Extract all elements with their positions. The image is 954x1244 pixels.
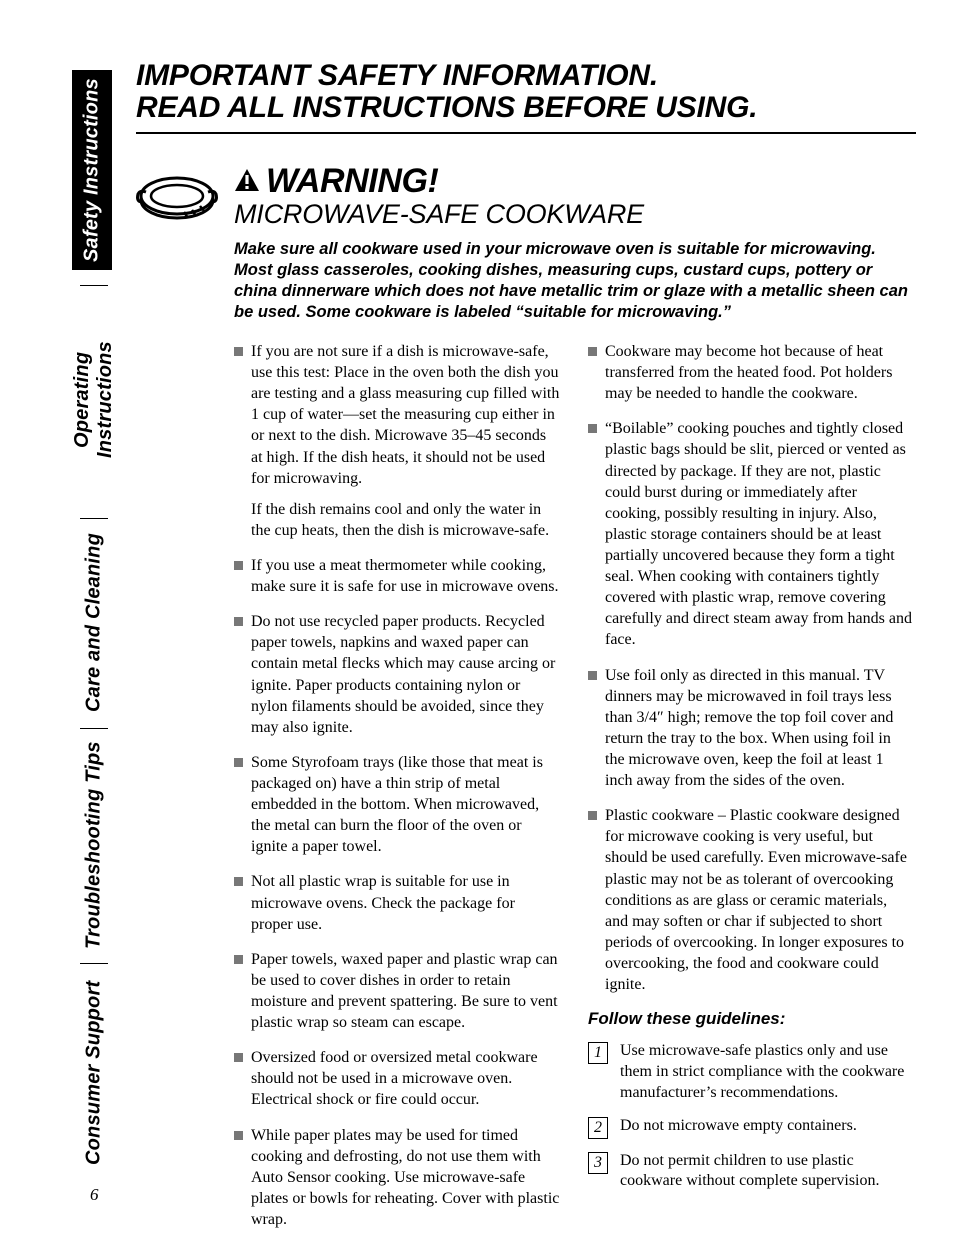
right-column: Cookware may become hot because of heat … [588, 341, 914, 1244]
guideline-number-box: 3 [588, 1152, 608, 1174]
bullet-square-icon [588, 424, 597, 433]
sidebar-divider [80, 728, 108, 729]
bullet-square-icon [588, 671, 597, 680]
guideline-text: Do not permit children to use plastic co… [620, 1151, 914, 1193]
sidebar-divider [80, 285, 108, 286]
bullet-item: “Boilable” cooking pouches and tightly c… [588, 418, 914, 650]
sidebar-item-safety[interactable]: Safety Instructions [72, 70, 112, 270]
bullet-text: If you are not sure if a dish is microwa… [251, 341, 560, 541]
warning-triangle-icon [234, 162, 260, 201]
bullet-square-icon [234, 1131, 243, 1140]
sidebar-item-consumer[interactable]: Consumer Support [76, 975, 112, 1170]
bullet-item: If you use a meat thermometer while cook… [234, 555, 560, 597]
bullet-item: Use foil only as directed in this manual… [588, 665, 914, 792]
page-number: 6 [90, 1185, 99, 1205]
cookware-dish-icon [136, 168, 218, 231]
warning-word-text: WARNING! [266, 162, 438, 201]
bullet-text: Do not use recycled paper products. Recy… [251, 611, 560, 738]
body-columns: If you are not sure if a dish is microwa… [234, 341, 914, 1244]
title-line-1: IMPORTANT SAFETY INFORMATION. [136, 59, 658, 92]
guideline-number-box: 2 [588, 1117, 608, 1139]
bullet-square-icon [234, 347, 243, 356]
bullet-item: Cookware may become hot because of heat … [588, 341, 914, 404]
bullet-square-icon [588, 811, 597, 820]
bullet-text: Some Styrofoam trays (like those that me… [251, 752, 560, 858]
bullet-item: Oversized food or oversized metal cookwa… [234, 1047, 560, 1110]
bullet-text: While paper plates may be used for timed… [251, 1125, 560, 1231]
bullet-item: Paper towels, waxed paper and plastic wr… [234, 949, 560, 1033]
guideline-text: Use microwave-safe plastics only and use… [620, 1041, 914, 1103]
sidebar-nav: Safety Instructions Operating Instruction… [0, 0, 120, 1235]
sidebar-item-care[interactable]: Care and Cleaning [76, 530, 112, 715]
bullet-square-icon [234, 1053, 243, 1062]
bullet-square-icon [234, 617, 243, 626]
warning-heading: WARNING! [234, 162, 916, 201]
bullet-text: “Boilable” cooking pouches and tightly c… [605, 418, 914, 650]
bullet-text: If you use a meat thermometer while cook… [251, 555, 560, 597]
sidebar-divider [80, 518, 108, 519]
guideline-item: 2 Do not microwave empty containers. [588, 1116, 914, 1139]
section-subtitle: MICROWAVE-SAFE COOKWARE [234, 199, 916, 230]
bullet-item: While paper plates may be used for timed… [234, 1125, 560, 1231]
guideline-text: Do not microwave empty containers. [620, 1116, 914, 1139]
intro-paragraph: Make sure all cookware used in your micr… [234, 239, 914, 323]
bullet-square-icon [234, 877, 243, 886]
bullet-text: Oversized food or oversized metal cookwa… [251, 1047, 560, 1110]
warning-header: WARNING! MICROWAVE-SAFE COOKWARE [136, 162, 916, 231]
sidebar-item-troubleshooting[interactable]: Troubleshooting Tips [76, 740, 112, 950]
bullet-text: Paper towels, waxed paper and plastic wr… [251, 949, 560, 1033]
bullet-square-icon [234, 758, 243, 767]
title-line-2: READ ALL INSTRUCTIONS BEFORE USING. [136, 91, 757, 124]
bullet-text: Cookware may become hot because of heat … [605, 341, 914, 404]
guidelines-heading: Follow these guidelines: [588, 1009, 914, 1029]
bullet-item: Some Styrofoam trays (like those that me… [234, 752, 560, 858]
page-title: IMPORTANT SAFETY INFORMATION. READ ALL I… [136, 60, 916, 134]
guideline-item: 3 Do not permit children to use plastic c… [588, 1151, 914, 1193]
bullet-square-icon [588, 347, 597, 356]
bullet-square-icon [234, 955, 243, 964]
guideline-item: 1 Use microwave-safe plastics only and us… [588, 1041, 914, 1103]
left-column: If you are not sure if a dish is microwa… [234, 341, 560, 1244]
guideline-number-box: 1 [588, 1042, 608, 1064]
sidebar-item-operating[interactable]: Operating Instructions [76, 295, 112, 505]
bullet-text: Not all plastic wrap is suitable for use… [251, 871, 560, 934]
bullet-text: Use foil only as directed in this manual… [605, 665, 914, 792]
bullet-item: Not all plastic wrap is suitable for use… [234, 871, 560, 934]
bullet-item: If you are not sure if a dish is microwa… [234, 341, 560, 541]
sidebar-divider [80, 963, 108, 964]
bullet-square-icon [234, 561, 243, 570]
bullet-text: Plastic cookware – Plastic cookware desi… [605, 805, 914, 995]
bullet-item: Do not use recycled paper products. Recy… [234, 611, 560, 738]
bullet-item: Plastic cookware – Plastic cookware desi… [588, 805, 914, 995]
page-content: IMPORTANT SAFETY INFORMATION. READ ALL I… [136, 60, 916, 1244]
